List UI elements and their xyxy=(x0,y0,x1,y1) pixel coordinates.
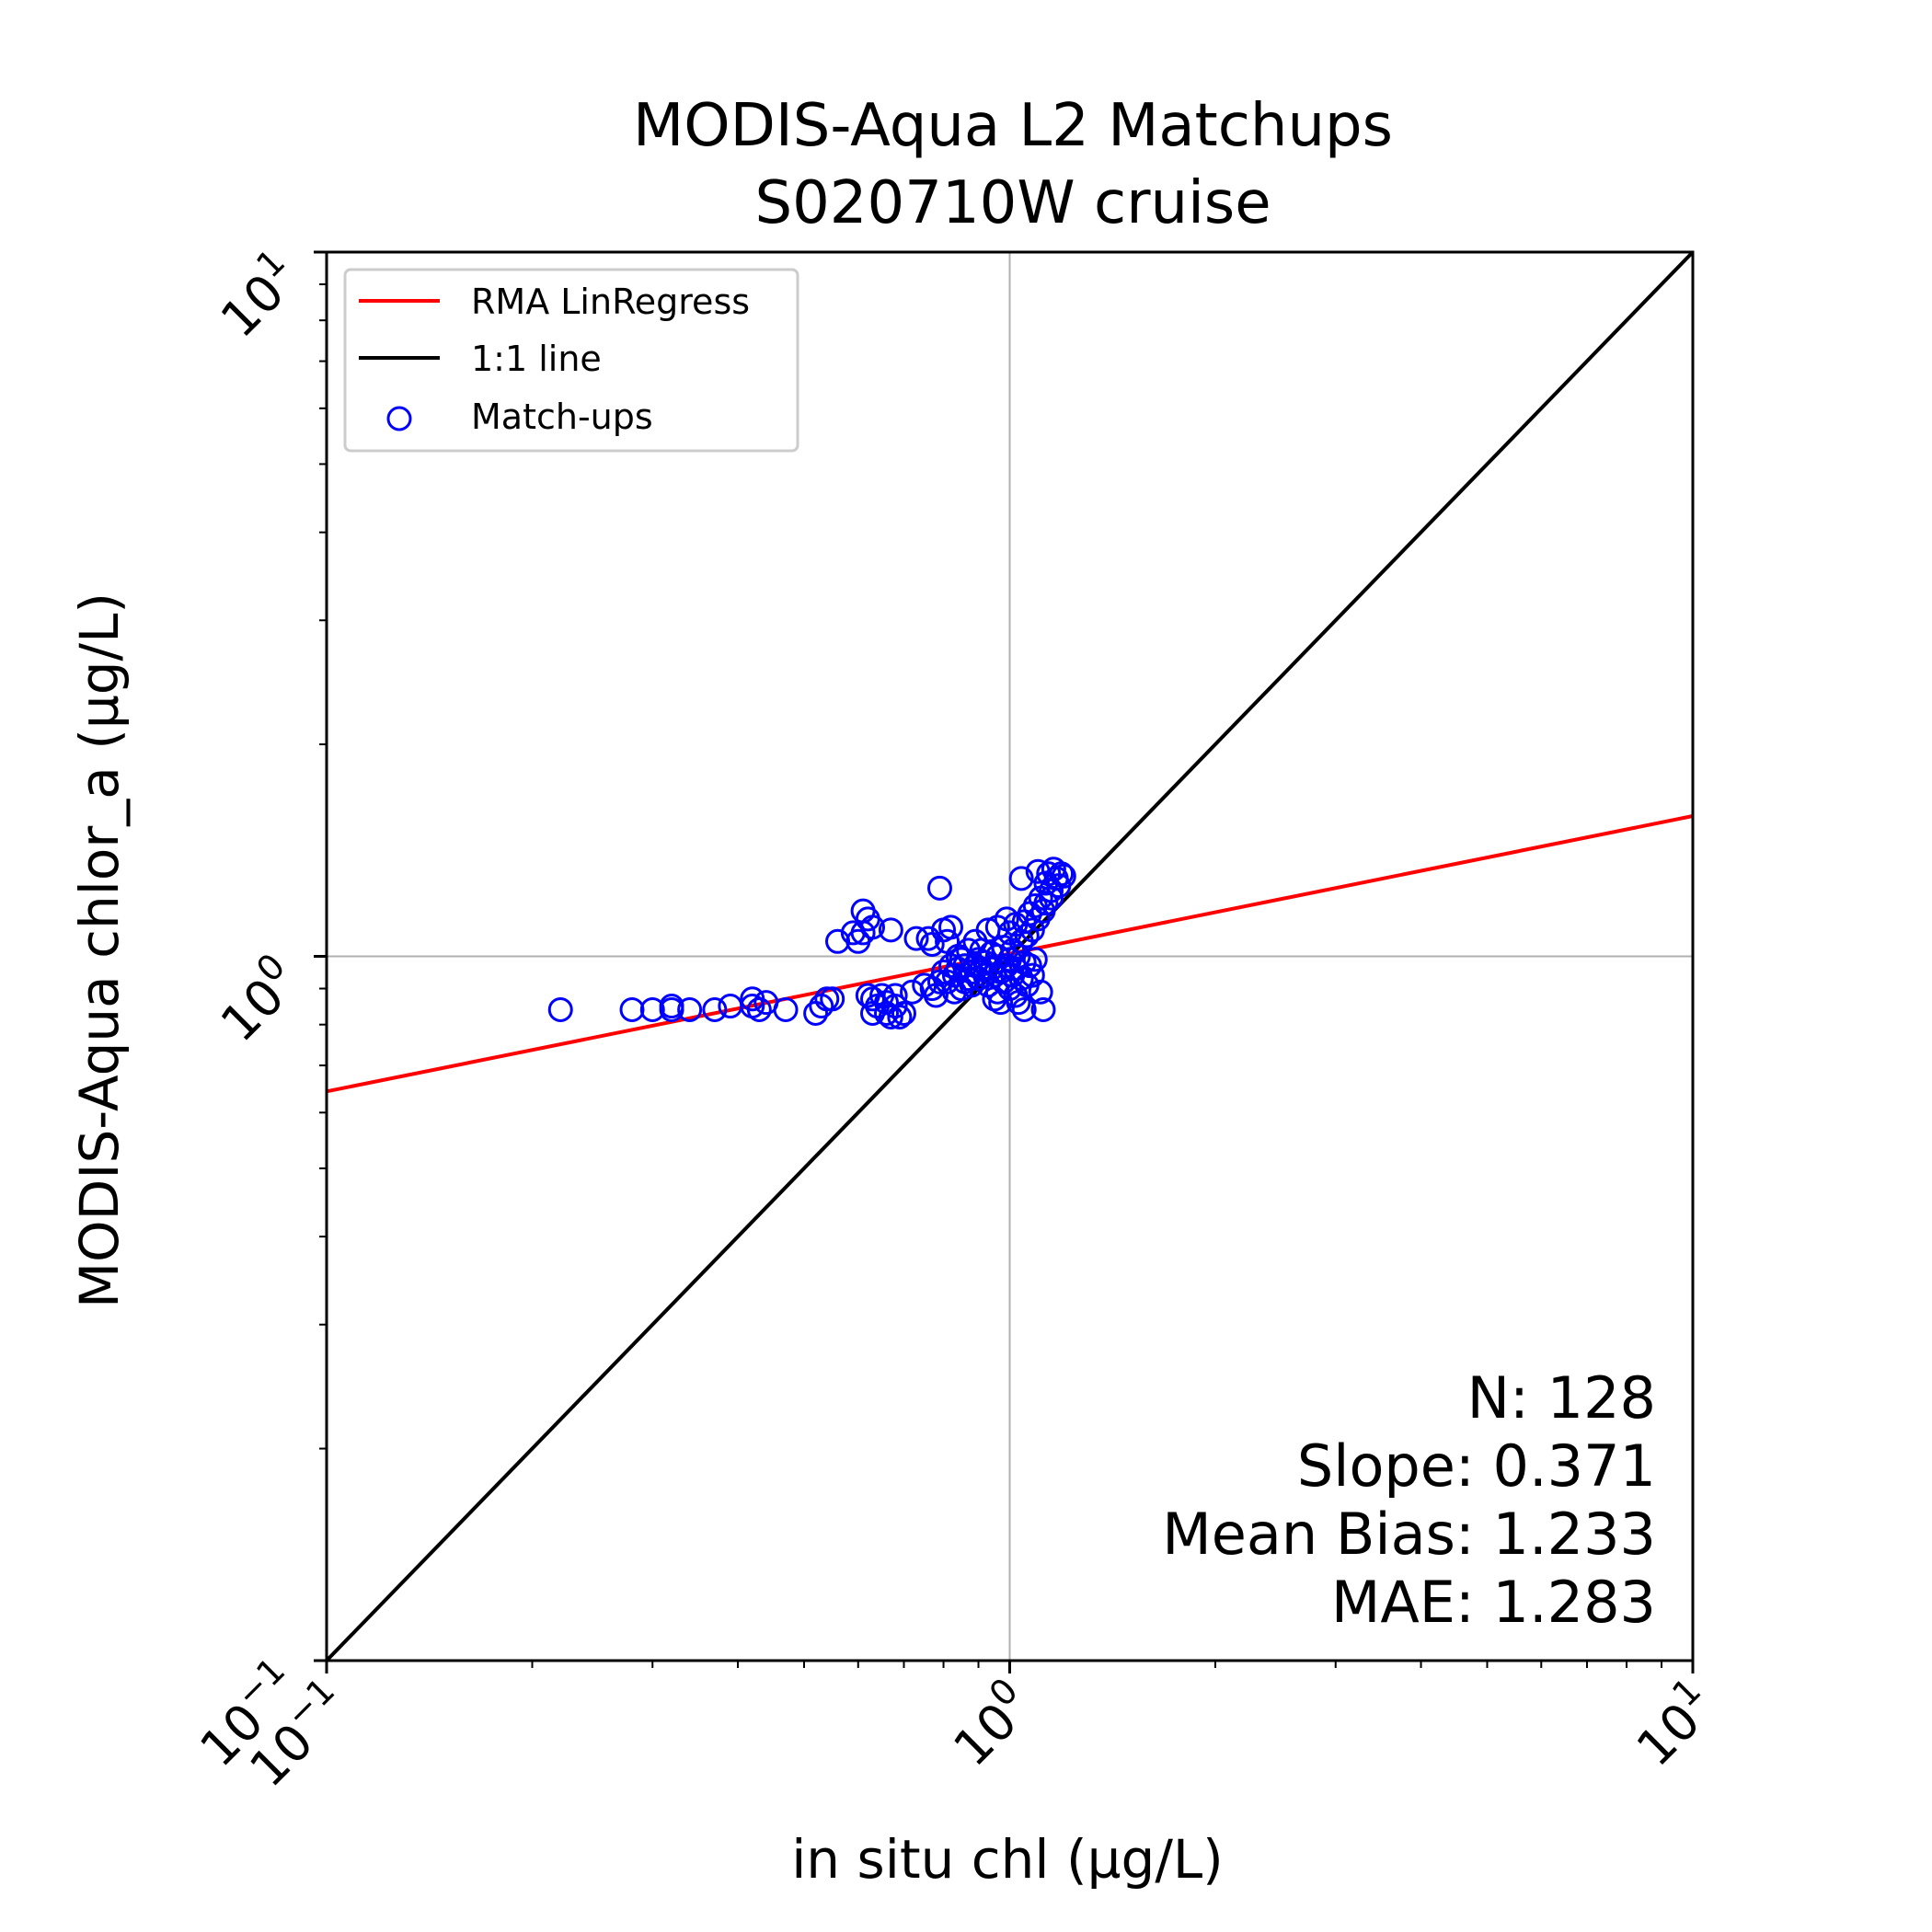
x-tick-label: 100 xyxy=(937,1670,1044,1777)
stats-mean-bias: Mean Bias: 1.233 xyxy=(1162,1501,1656,1568)
y-tick-label: 100 xyxy=(204,946,312,1053)
y-tick-label: 101 xyxy=(204,241,312,349)
x-tick-label: 101 xyxy=(1620,1670,1728,1777)
match-up-point xyxy=(850,898,876,924)
match-up-point xyxy=(900,979,926,1005)
stats-box: N: 128 Slope: 0.371 Mean Bias: 1.233 MAE… xyxy=(1162,1364,1656,1636)
match-up-point xyxy=(855,906,880,932)
match-up-point xyxy=(1008,866,1034,891)
chart-title-line-2: S020710W cruise xyxy=(754,169,1271,237)
match-up-point xyxy=(677,996,703,1022)
match-up-point xyxy=(718,994,743,1019)
stats-mae: MAE: 1.283 xyxy=(1331,1569,1656,1636)
legend: RMA LinRegress 1:1 line Match-ups xyxy=(343,268,799,453)
match-up-point xyxy=(639,996,665,1022)
match-up-point xyxy=(1028,979,1053,1005)
match-up-point xyxy=(1033,891,1059,916)
match-up-point xyxy=(1022,947,1048,972)
match-up-point xyxy=(887,1004,913,1029)
match-up-point xyxy=(773,996,799,1022)
chart-title-line-1: MODIS-Aqua L2 Matchups xyxy=(633,92,1393,160)
match-up-point xyxy=(746,996,772,1022)
legend-box xyxy=(343,268,799,453)
match-up-point xyxy=(1051,863,1076,889)
match-up-point xyxy=(547,996,573,1022)
match-up-point xyxy=(702,996,728,1022)
match-up-point xyxy=(915,926,941,951)
match-up-point xyxy=(926,875,952,901)
match-up-point xyxy=(820,986,845,1012)
legend-one-to-one-label: 1:1 line xyxy=(471,339,602,379)
match-up-point xyxy=(1011,996,1037,1022)
match-up-point xyxy=(1030,996,1056,1022)
match-up-point xyxy=(903,926,929,951)
legend-match-ups-label: Match-ups xyxy=(471,397,653,437)
y-axis-label: MODIS-Aqua chlor_a (µg/L) xyxy=(68,592,131,1308)
match-up-point xyxy=(860,914,886,940)
stats-n: N: 128 xyxy=(1467,1364,1656,1432)
match-up-point xyxy=(891,1000,916,1026)
match-up-point xyxy=(882,994,908,1019)
stats-slope: Slope: 0.371 xyxy=(1297,1432,1656,1500)
legend-match-ups-marker xyxy=(386,406,412,431)
legend-regression-label: RMA LinRegress xyxy=(471,282,750,322)
match-up-point xyxy=(1017,953,1042,979)
match-up-point xyxy=(1049,861,1075,887)
match-up-point xyxy=(619,996,645,1022)
match-up-point xyxy=(1008,966,1034,992)
match-up-point xyxy=(659,996,684,1022)
match-up-points xyxy=(547,857,1076,1029)
match-up-point xyxy=(878,917,903,943)
match-up-point xyxy=(945,944,971,969)
match-up-point xyxy=(938,914,964,940)
x-axis-label: in situ chl (µg/L) xyxy=(791,1828,1224,1891)
